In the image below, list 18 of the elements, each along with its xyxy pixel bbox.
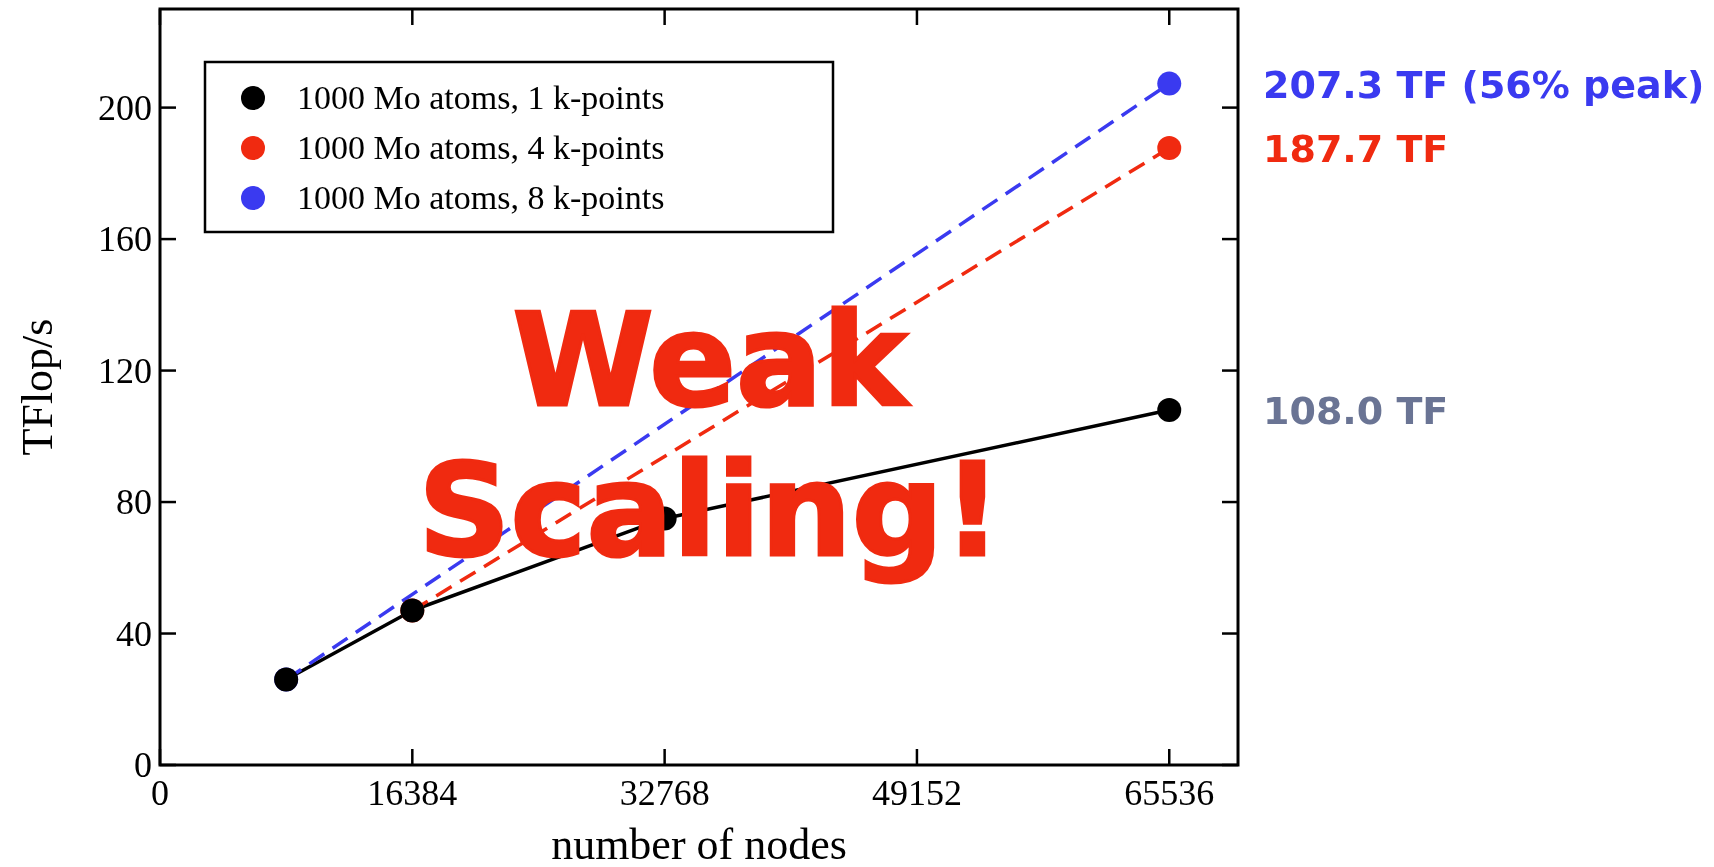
x-tick-label: 16384 (367, 773, 458, 813)
y-tick-label: 0 (134, 745, 152, 785)
y-tick-label: 160 (98, 219, 152, 260)
x-axis-title: number of nodes (551, 820, 847, 867)
legend-label: 1000 Mo atoms, 8 k-points (297, 179, 665, 216)
x-tick-label: 32768 (619, 773, 710, 813)
legend-label: 1000 Mo atoms, 1 k-points (297, 79, 665, 116)
text: 187.7 TF (1263, 127, 1449, 172)
y-tick-label: 40 (116, 613, 152, 654)
x-tick-label: 49152 (871, 773, 962, 813)
y-tick-label: 120 (98, 350, 152, 391)
y-tick-label: 80 (116, 482, 152, 523)
text: 207.3 TF (56% peak) (1263, 62, 1705, 107)
x-tick-label: 65536 (1124, 773, 1215, 813)
text: 108.0 TF (1263, 389, 1449, 434)
legend-label: 1000 Mo atoms, 4 k-points (297, 129, 665, 166)
y-axis-title: TFlop/s (13, 318, 62, 456)
y-tick-label: 200 (98, 87, 152, 128)
